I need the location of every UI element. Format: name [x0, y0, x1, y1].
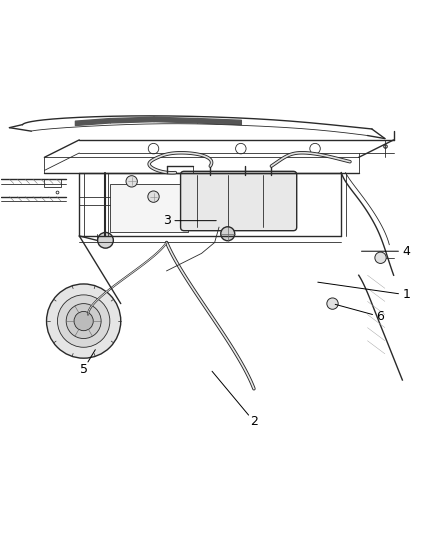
Circle shape	[74, 311, 93, 330]
Circle shape	[375, 252, 386, 263]
Circle shape	[126, 176, 138, 187]
Circle shape	[66, 304, 101, 338]
Text: 1: 1	[403, 288, 411, 301]
Circle shape	[98, 232, 113, 248]
Text: 2: 2	[250, 415, 258, 428]
FancyBboxPatch shape	[180, 171, 297, 231]
Text: 6: 6	[377, 310, 385, 323]
Circle shape	[57, 295, 110, 348]
Text: 3: 3	[162, 214, 170, 227]
Text: 4: 4	[403, 245, 411, 258]
Text: 5: 5	[80, 362, 88, 376]
Circle shape	[46, 284, 121, 358]
Circle shape	[148, 191, 159, 203]
Circle shape	[221, 227, 235, 241]
Circle shape	[327, 298, 338, 309]
Bar	[44, 179, 61, 187]
Bar	[110, 183, 188, 231]
